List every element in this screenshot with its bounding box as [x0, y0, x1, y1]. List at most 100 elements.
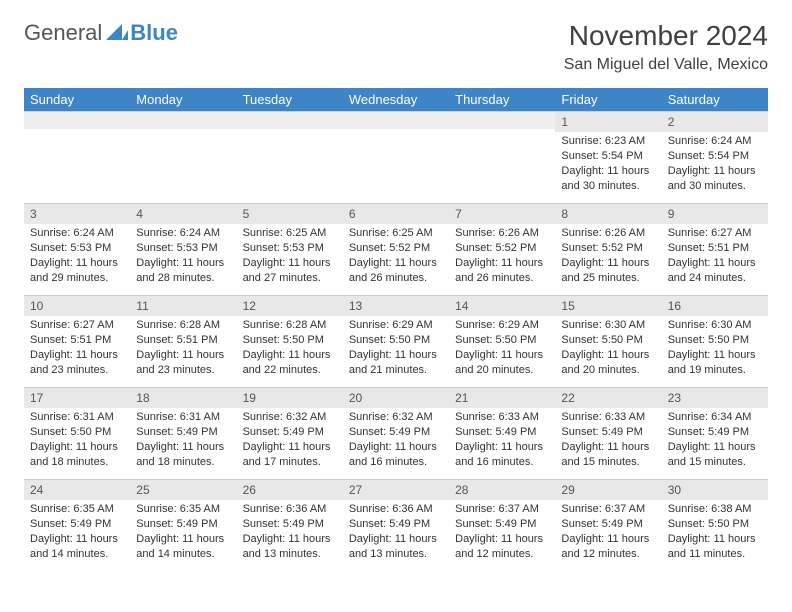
sunrise-line: Sunrise: 6:25 AM: [243, 226, 337, 241]
sunrise-line: Sunrise: 6:25 AM: [349, 226, 443, 241]
logo-triangle-icon: [106, 20, 128, 46]
day-number: 30: [662, 479, 768, 500]
sunset-line: Sunset: 5:50 PM: [243, 333, 337, 348]
calendar-cell: [130, 111, 236, 203]
calendar-cell: 19Sunrise: 6:32 AMSunset: 5:49 PMDayligh…: [237, 387, 343, 479]
sunset-line: Sunset: 5:49 PM: [136, 517, 230, 532]
daylight-line: Daylight: 11 hours and 15 minutes.: [668, 440, 762, 470]
day-number: 25: [130, 479, 236, 500]
day-body: Sunrise: 6:29 AMSunset: 5:50 PMDaylight:…: [449, 316, 555, 381]
title-block: November 2024 San Miguel del Valle, Mexi…: [564, 20, 768, 74]
sunrise-line: Sunrise: 6:28 AM: [243, 318, 337, 333]
sunrise-line: Sunrise: 6:30 AM: [561, 318, 655, 333]
sunrise-line: Sunrise: 6:31 AM: [30, 410, 124, 425]
empty-day: [24, 111, 130, 129]
sunrise-line: Sunrise: 6:24 AM: [136, 226, 230, 241]
day-body: Sunrise: 6:28 AMSunset: 5:50 PMDaylight:…: [237, 316, 343, 381]
sunrise-line: Sunrise: 6:23 AM: [561, 134, 655, 149]
day-body: Sunrise: 6:30 AMSunset: 5:50 PMDaylight:…: [555, 316, 661, 381]
day-number: 26: [237, 479, 343, 500]
calendar-cell: 16Sunrise: 6:30 AMSunset: 5:50 PMDayligh…: [662, 295, 768, 387]
calendar-cell: 30Sunrise: 6:38 AMSunset: 5:50 PMDayligh…: [662, 479, 768, 571]
day-body: Sunrise: 6:25 AMSunset: 5:52 PMDaylight:…: [343, 224, 449, 289]
sunset-line: Sunset: 5:49 PM: [561, 517, 655, 532]
sunrise-line: Sunrise: 6:26 AM: [455, 226, 549, 241]
sunrise-line: Sunrise: 6:32 AM: [243, 410, 337, 425]
daylight-line: Daylight: 11 hours and 11 minutes.: [668, 532, 762, 562]
weekday-row: SundayMondayTuesdayWednesdayThursdayFrid…: [24, 88, 768, 111]
calendar-cell: 9Sunrise: 6:27 AMSunset: 5:51 PMDaylight…: [662, 203, 768, 295]
sunrise-line: Sunrise: 6:28 AM: [136, 318, 230, 333]
day-number: 23: [662, 387, 768, 408]
day-body: Sunrise: 6:36 AMSunset: 5:49 PMDaylight:…: [237, 500, 343, 565]
calendar-cell: 1Sunrise: 6:23 AMSunset: 5:54 PMDaylight…: [555, 111, 661, 203]
day-body: Sunrise: 6:37 AMSunset: 5:49 PMDaylight:…: [555, 500, 661, 565]
day-body: Sunrise: 6:32 AMSunset: 5:49 PMDaylight:…: [343, 408, 449, 473]
day-number: 21: [449, 387, 555, 408]
daylight-line: Daylight: 11 hours and 23 minutes.: [30, 348, 124, 378]
daylight-line: Daylight: 11 hours and 15 minutes.: [561, 440, 655, 470]
sunset-line: Sunset: 5:49 PM: [561, 425, 655, 440]
sunset-line: Sunset: 5:53 PM: [243, 241, 337, 256]
calendar-cell: 23Sunrise: 6:34 AMSunset: 5:49 PMDayligh…: [662, 387, 768, 479]
sunrise-line: Sunrise: 6:31 AM: [136, 410, 230, 425]
sunset-line: Sunset: 5:49 PM: [243, 425, 337, 440]
logo-text-b: Blue: [130, 20, 178, 46]
calendar-row: 24Sunrise: 6:35 AMSunset: 5:49 PMDayligh…: [24, 479, 768, 571]
daylight-line: Daylight: 11 hours and 13 minutes.: [243, 532, 337, 562]
calendar-cell: [24, 111, 130, 203]
sunset-line: Sunset: 5:50 PM: [668, 517, 762, 532]
day-body: Sunrise: 6:33 AMSunset: 5:49 PMDaylight:…: [449, 408, 555, 473]
calendar-cell: 21Sunrise: 6:33 AMSunset: 5:49 PMDayligh…: [449, 387, 555, 479]
calendar-row: 10Sunrise: 6:27 AMSunset: 5:51 PMDayligh…: [24, 295, 768, 387]
calendar-cell: 3Sunrise: 6:24 AMSunset: 5:53 PMDaylight…: [24, 203, 130, 295]
day-body: Sunrise: 6:35 AMSunset: 5:49 PMDaylight:…: [130, 500, 236, 565]
sunset-line: Sunset: 5:51 PM: [668, 241, 762, 256]
calendar-cell: [343, 111, 449, 203]
day-body: Sunrise: 6:37 AMSunset: 5:49 PMDaylight:…: [449, 500, 555, 565]
daylight-line: Daylight: 11 hours and 24 minutes.: [668, 256, 762, 286]
weekday-header: Friday: [555, 88, 661, 111]
weekday-header: Monday: [130, 88, 236, 111]
daylight-line: Daylight: 11 hours and 18 minutes.: [136, 440, 230, 470]
calendar-cell: 18Sunrise: 6:31 AMSunset: 5:49 PMDayligh…: [130, 387, 236, 479]
day-number: 8: [555, 203, 661, 224]
calendar-row: 3Sunrise: 6:24 AMSunset: 5:53 PMDaylight…: [24, 203, 768, 295]
calendar-cell: [237, 111, 343, 203]
sunset-line: Sunset: 5:49 PM: [136, 425, 230, 440]
day-body: Sunrise: 6:24 AMSunset: 5:53 PMDaylight:…: [130, 224, 236, 289]
weekday-header: Sunday: [24, 88, 130, 111]
daylight-line: Daylight: 11 hours and 22 minutes.: [243, 348, 337, 378]
day-number: 13: [343, 295, 449, 316]
day-number: 10: [24, 295, 130, 316]
day-body: Sunrise: 6:28 AMSunset: 5:51 PMDaylight:…: [130, 316, 236, 381]
sunset-line: Sunset: 5:49 PM: [455, 517, 549, 532]
empty-day: [449, 111, 555, 129]
sunrise-line: Sunrise: 6:26 AM: [561, 226, 655, 241]
sunrise-line: Sunrise: 6:33 AM: [455, 410, 549, 425]
calendar-row: 17Sunrise: 6:31 AMSunset: 5:50 PMDayligh…: [24, 387, 768, 479]
sunrise-line: Sunrise: 6:35 AM: [30, 502, 124, 517]
day-number: 29: [555, 479, 661, 500]
logo: General Blue: [24, 20, 178, 46]
calendar-cell: 15Sunrise: 6:30 AMSunset: 5:50 PMDayligh…: [555, 295, 661, 387]
day-body: Sunrise: 6:30 AMSunset: 5:50 PMDaylight:…: [662, 316, 768, 381]
day-body: Sunrise: 6:31 AMSunset: 5:50 PMDaylight:…: [24, 408, 130, 473]
day-body: Sunrise: 6:31 AMSunset: 5:49 PMDaylight:…: [130, 408, 236, 473]
calendar-cell: 25Sunrise: 6:35 AMSunset: 5:49 PMDayligh…: [130, 479, 236, 571]
daylight-line: Daylight: 11 hours and 16 minutes.: [455, 440, 549, 470]
sunrise-line: Sunrise: 6:36 AM: [349, 502, 443, 517]
sunset-line: Sunset: 5:50 PM: [668, 333, 762, 348]
calendar-cell: 13Sunrise: 6:29 AMSunset: 5:50 PMDayligh…: [343, 295, 449, 387]
sunset-line: Sunset: 5:52 PM: [349, 241, 443, 256]
daylight-line: Daylight: 11 hours and 30 minutes.: [561, 164, 655, 194]
calendar-cell: 5Sunrise: 6:25 AMSunset: 5:53 PMDaylight…: [237, 203, 343, 295]
sunrise-line: Sunrise: 6:24 AM: [30, 226, 124, 241]
sunset-line: Sunset: 5:51 PM: [30, 333, 124, 348]
day-number: 4: [130, 203, 236, 224]
day-body: Sunrise: 6:26 AMSunset: 5:52 PMDaylight:…: [555, 224, 661, 289]
sunset-line: Sunset: 5:52 PM: [561, 241, 655, 256]
calendar-body: 1Sunrise: 6:23 AMSunset: 5:54 PMDaylight…: [24, 111, 768, 571]
sunset-line: Sunset: 5:54 PM: [668, 149, 762, 164]
day-number: 7: [449, 203, 555, 224]
